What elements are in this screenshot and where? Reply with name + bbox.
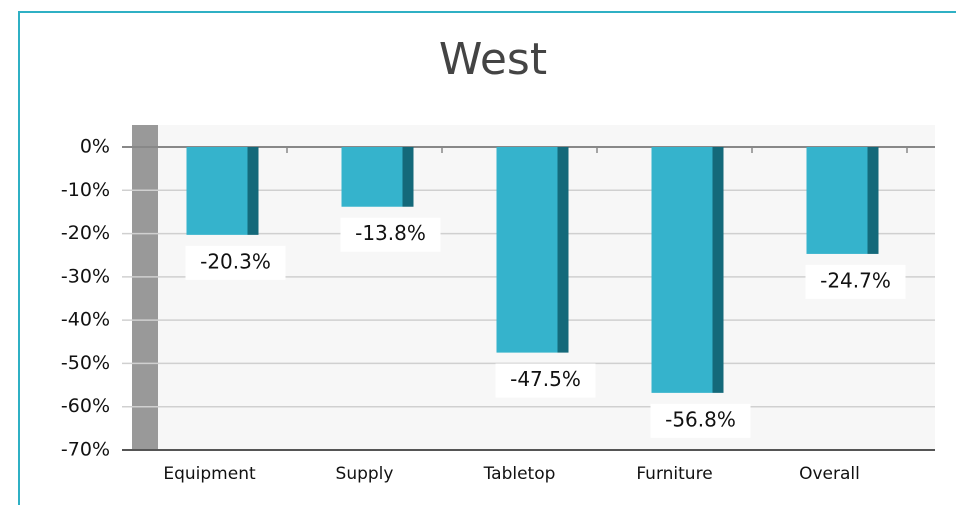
bar	[806, 147, 868, 254]
data-label-box	[185, 245, 286, 280]
y-tick-label: -30%	[61, 265, 110, 287]
data-label: -20.3%	[200, 249, 271, 273]
side-wall	[132, 125, 158, 450]
bar-side	[712, 147, 724, 393]
data-label: -13.8%	[355, 221, 426, 245]
bar	[496, 147, 558, 353]
bar-side	[557, 147, 569, 353]
bar-side	[247, 147, 259, 235]
data-label-box	[650, 403, 751, 438]
data-label-box	[805, 264, 906, 299]
bar	[651, 147, 713, 393]
bar-side	[867, 147, 879, 254]
y-tick-label: 0%	[80, 136, 110, 158]
x-tick-label: Overall	[799, 464, 860, 484]
y-tick-label: -60%	[61, 395, 110, 417]
x-tick-label: Furniture	[636, 464, 712, 484]
y-tick-label: -70%	[61, 439, 110, 461]
data-label-box	[495, 363, 596, 398]
data-label: -56.8%	[665, 407, 736, 431]
y-tick-label: -40%	[61, 309, 110, 331]
bar	[341, 147, 403, 207]
data-label: -24.7%	[820, 268, 891, 292]
y-tick-label: -50%	[61, 352, 110, 374]
data-label: -47.5%	[510, 367, 581, 391]
bar-side	[402, 147, 414, 207]
x-tick-label: Tabletop	[483, 464, 556, 484]
y-tick-label: -20%	[61, 222, 110, 244]
x-tick-label: Equipment	[163, 464, 256, 484]
chart-title: West	[439, 34, 547, 85]
bar	[186, 147, 248, 235]
y-tick-label: -10%	[61, 179, 110, 201]
x-tick-label: Supply	[336, 464, 394, 484]
data-label-box	[340, 217, 441, 252]
